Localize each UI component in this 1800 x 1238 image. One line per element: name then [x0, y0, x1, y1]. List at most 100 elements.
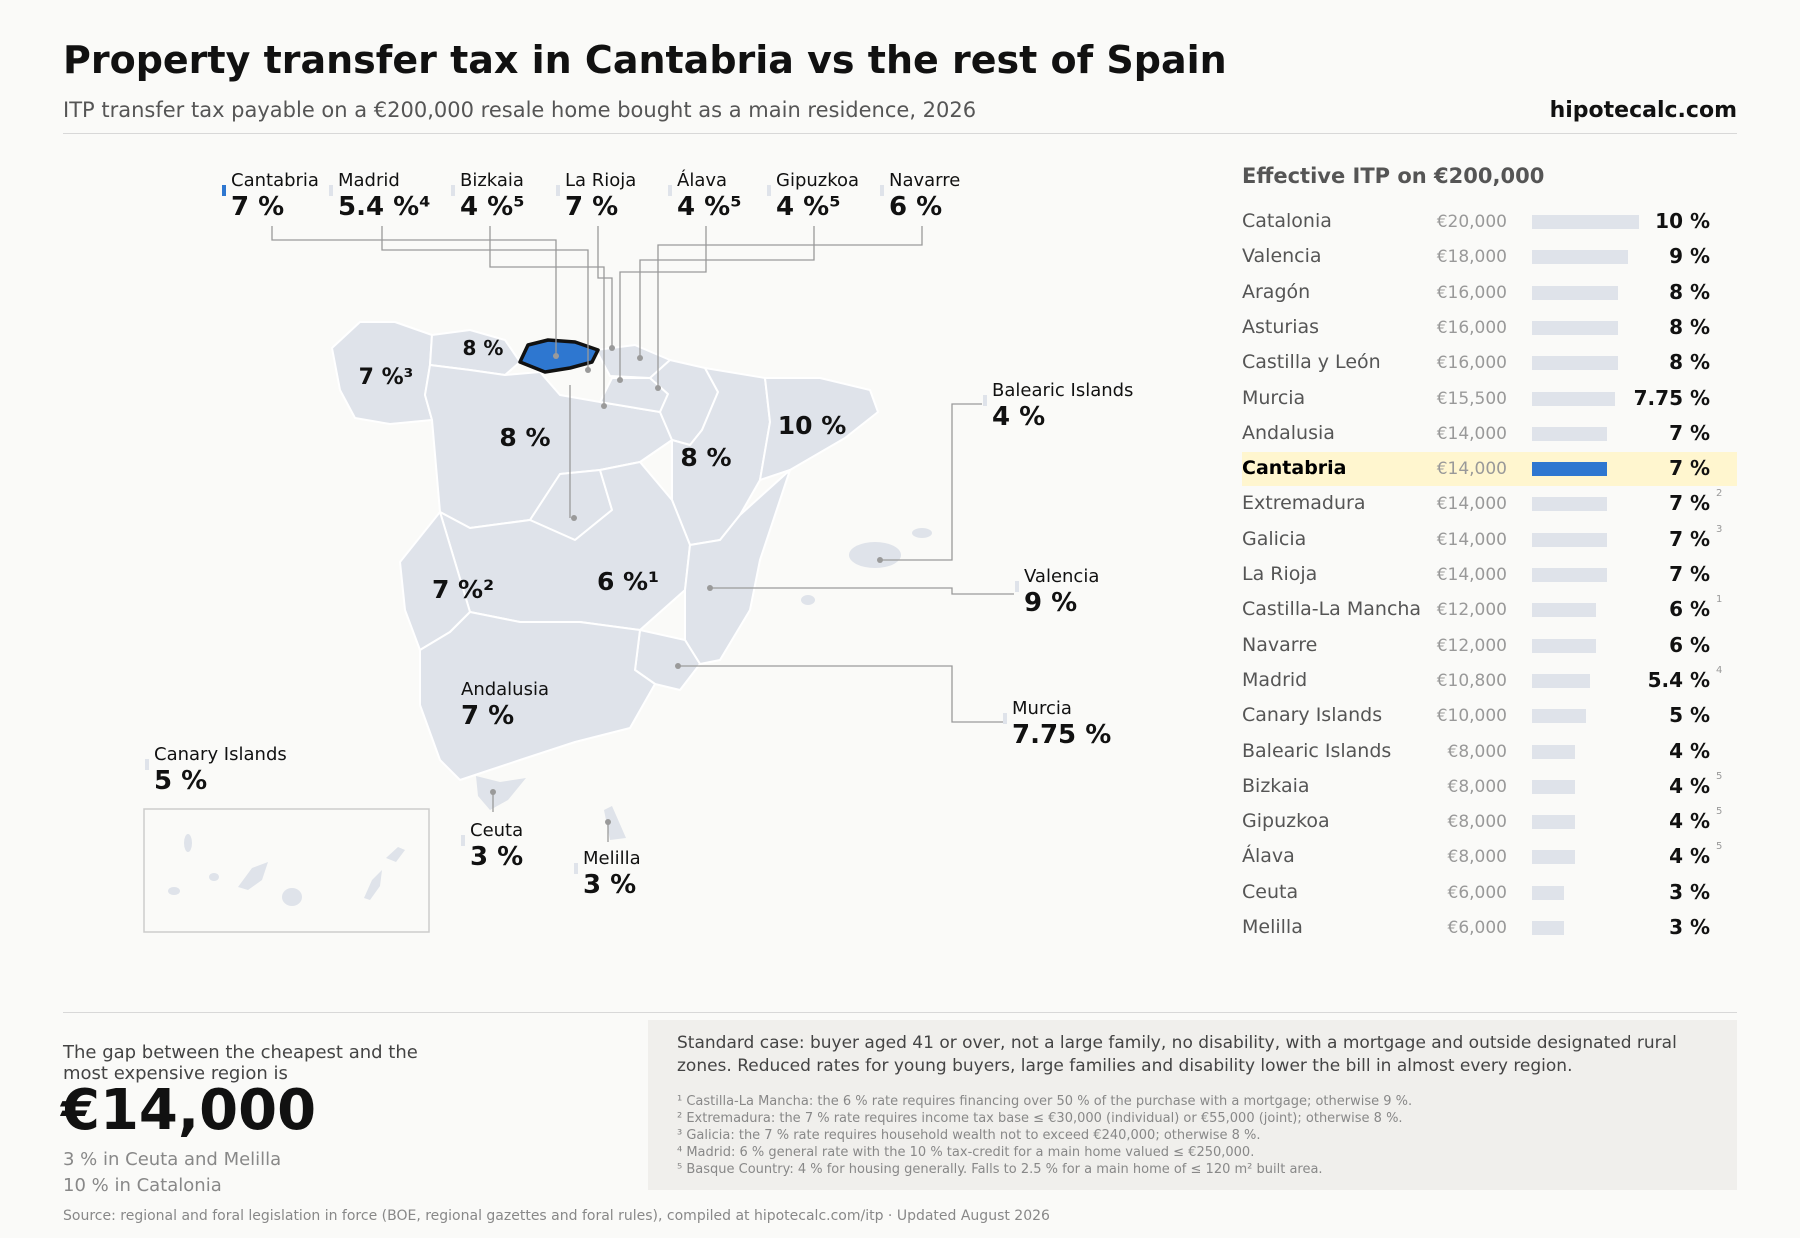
row-amount-alava: €8,000 [1447, 847, 1507, 868]
row-amount-ceuta: €6,000 [1447, 882, 1507, 903]
callout-rate-canary-islands: 5 % [154, 766, 207, 796]
bar-row-la-rioja: La Rioja €14,000 7 % [1242, 558, 1737, 592]
row-rate-bizkaia: 4 % [1669, 773, 1710, 798]
bar-melilla [1532, 921, 1565, 935]
callout-name-canary-islands: Canary Islands [154, 744, 287, 765]
row-amount-navarre: €12,000 [1436, 635, 1507, 656]
bar-row-andalusia: Andalusia €14,000 7 % [1242, 417, 1737, 451]
gap-low: 3 % in Ceuta and Melilla [63, 1149, 282, 1170]
melilla-shape [604, 806, 626, 840]
row-footnote-marker-madrid: 4 [1716, 664, 1723, 676]
row-region-ceuta: Ceuta [1242, 880, 1299, 903]
callout-name-ceuta: Ceuta [470, 820, 523, 841]
bar-row-melilla: Melilla €6,000 3 % [1242, 911, 1737, 945]
row-amount-la-rioja: €14,000 [1436, 565, 1507, 585]
row-amount-balearic-islands: €8,000 [1447, 741, 1507, 762]
row-rate-cantabria: 7 % [1669, 456, 1710, 481]
map-label-castilla-y-leon: 8 % [499, 423, 550, 452]
callout-name-madrid: Madrid [338, 170, 400, 191]
bar-row-asturias: Asturias €16,000 8 % [1242, 311, 1737, 345]
row-amount-andalusia: €14,000 [1436, 423, 1507, 444]
row-rate-alava: 4 % [1669, 844, 1710, 869]
row-region-bizkaia: Bizkaia [1242, 774, 1310, 797]
leader-dots [490, 345, 883, 825]
balearic-menorca [912, 528, 932, 538]
canary-islands-shape [168, 834, 405, 906]
balearic-ibiza [801, 595, 815, 605]
bar-row-murcia: Murcia €15,500 7.75 % [1242, 382, 1737, 416]
bar-row-bizkaia: Bizkaia €8,000 4 % 5 [1242, 770, 1737, 804]
bar-ceuta [1532, 885, 1565, 900]
callout-tick-bizkaia [451, 185, 455, 196]
row-rate-extremadura: 7 % [1669, 491, 1710, 516]
callout-tick-alava [668, 185, 672, 196]
callout-name-navarre: Navarre [889, 170, 960, 191]
callout-name-murcia: Murcia [1012, 698, 1072, 719]
bar-row-navarre: Navarre €12,000 6 % [1242, 629, 1737, 663]
row-amount-murcia: €15,500 [1436, 388, 1507, 409]
row-region-extremadura: Extremadura [1242, 492, 1366, 515]
row-amount-asturias: €16,000 [1436, 317, 1507, 338]
bar-alava [1532, 850, 1575, 865]
leader-lines [271, 226, 1014, 842]
bar-row-madrid: Madrid €10,800 5.4 % 4 [1242, 664, 1737, 698]
region-andalusia [419, 611, 656, 781]
bar-row-balearic-islands: Balearic Islands €8,000 4 % [1242, 735, 1737, 769]
bar-row-catalonia: Catalonia €20,000 10 % [1242, 205, 1737, 239]
gap-lead: The gap between the cheapest and the mos… [63, 1042, 418, 1084]
row-footnote-marker-bizkaia: 5 [1716, 770, 1723, 782]
brand-link[interactable]: hipotecalc.com [1549, 98, 1737, 123]
bar-andalusia [1532, 426, 1607, 441]
bar-row-castilla-y-leon: Castilla y León €16,000 8 % [1242, 346, 1737, 380]
callout-tick-murcia [1003, 713, 1007, 724]
bar-asturias [1532, 320, 1618, 335]
bar-row-castilla-la-mancha: Castilla-La Mancha €12,000 6 % 1 [1242, 593, 1737, 627]
row-region-alava: Álava [1242, 845, 1295, 868]
row-rate-castilla-y-leon: 8 % [1669, 350, 1710, 375]
callout-tick-melilla [574, 863, 578, 874]
bar-murcia [1532, 391, 1615, 406]
callout-tick-balearic-islands [983, 395, 987, 406]
callout-name-andalusia: Andalusia [461, 679, 549, 700]
callout-name-gipuzkoa: Gipuzkoa [776, 170, 859, 191]
row-rate-catalonia: 10 % [1655, 209, 1710, 233]
row-region-aragon: Aragón [1242, 280, 1311, 303]
row-region-castilla-la-mancha: Castilla-La Mancha [1242, 598, 1422, 621]
row-region-cantabria: Cantabria [1242, 457, 1347, 480]
callout-rate-bizkaia: 4 %⁵ [460, 192, 525, 222]
footer-divider [63, 1012, 1737, 1013]
row-rate-balearic-islands: 4 % [1669, 738, 1710, 763]
row-amount-gipuzkoa: €8,000 [1447, 812, 1507, 833]
callout-tick-canary-islands [145, 759, 149, 770]
row-amount-cantabria: €14,000 [1436, 459, 1507, 480]
row-rate-ceuta: 3 % [1669, 879, 1710, 904]
bar-row-aragon: Aragón €16,000 8 % [1242, 276, 1737, 310]
row-amount-valencia: €18,000 [1436, 247, 1507, 268]
row-region-galicia: Galicia [1242, 527, 1307, 550]
callout-tick-ceuta [461, 835, 465, 846]
callout-rate-cantabria: 7 % [231, 192, 284, 222]
map-label-castilla-la-mancha: 6 %¹ [597, 567, 659, 596]
header-divider [63, 133, 1737, 134]
callout-rate-murcia: 7.75 % [1012, 720, 1111, 750]
callout-name-valencia: Valencia [1024, 566, 1099, 587]
standard-case-note: Standard case: buyer aged 41 or over, no… [677, 1033, 1677, 1076]
row-region-murcia: Murcia [1242, 386, 1306, 409]
bar-bizkaia [1532, 779, 1575, 794]
row-region-melilla: Melilla [1242, 916, 1303, 938]
map-label-galicia: 7 %³ [359, 365, 414, 390]
row-footnote-marker-extremadura: 2 [1716, 488, 1723, 500]
row-rate-castilla-la-mancha: 6 % [1669, 597, 1710, 622]
row-footnote-marker-alava: 5 [1716, 841, 1723, 853]
callout-tick-cantabria [222, 185, 226, 196]
callout-rate-navarre: 6 % [889, 192, 942, 222]
callout-name-balearic-islands: Balearic Islands [992, 380, 1133, 401]
gap-amount: €14,000 [61, 1078, 317, 1143]
bar-row-cantabria: Cantabria €14,000 7 % [1242, 452, 1737, 487]
row-region-castilla-y-leon: Castilla y León [1242, 351, 1381, 374]
map-label-extremadura: 7 %² [432, 575, 494, 604]
row-amount-extremadura: €14,000 [1436, 494, 1507, 515]
row-amount-canary-islands: €10,000 [1436, 706, 1507, 727]
bar-balearic-islands [1532, 744, 1575, 759]
